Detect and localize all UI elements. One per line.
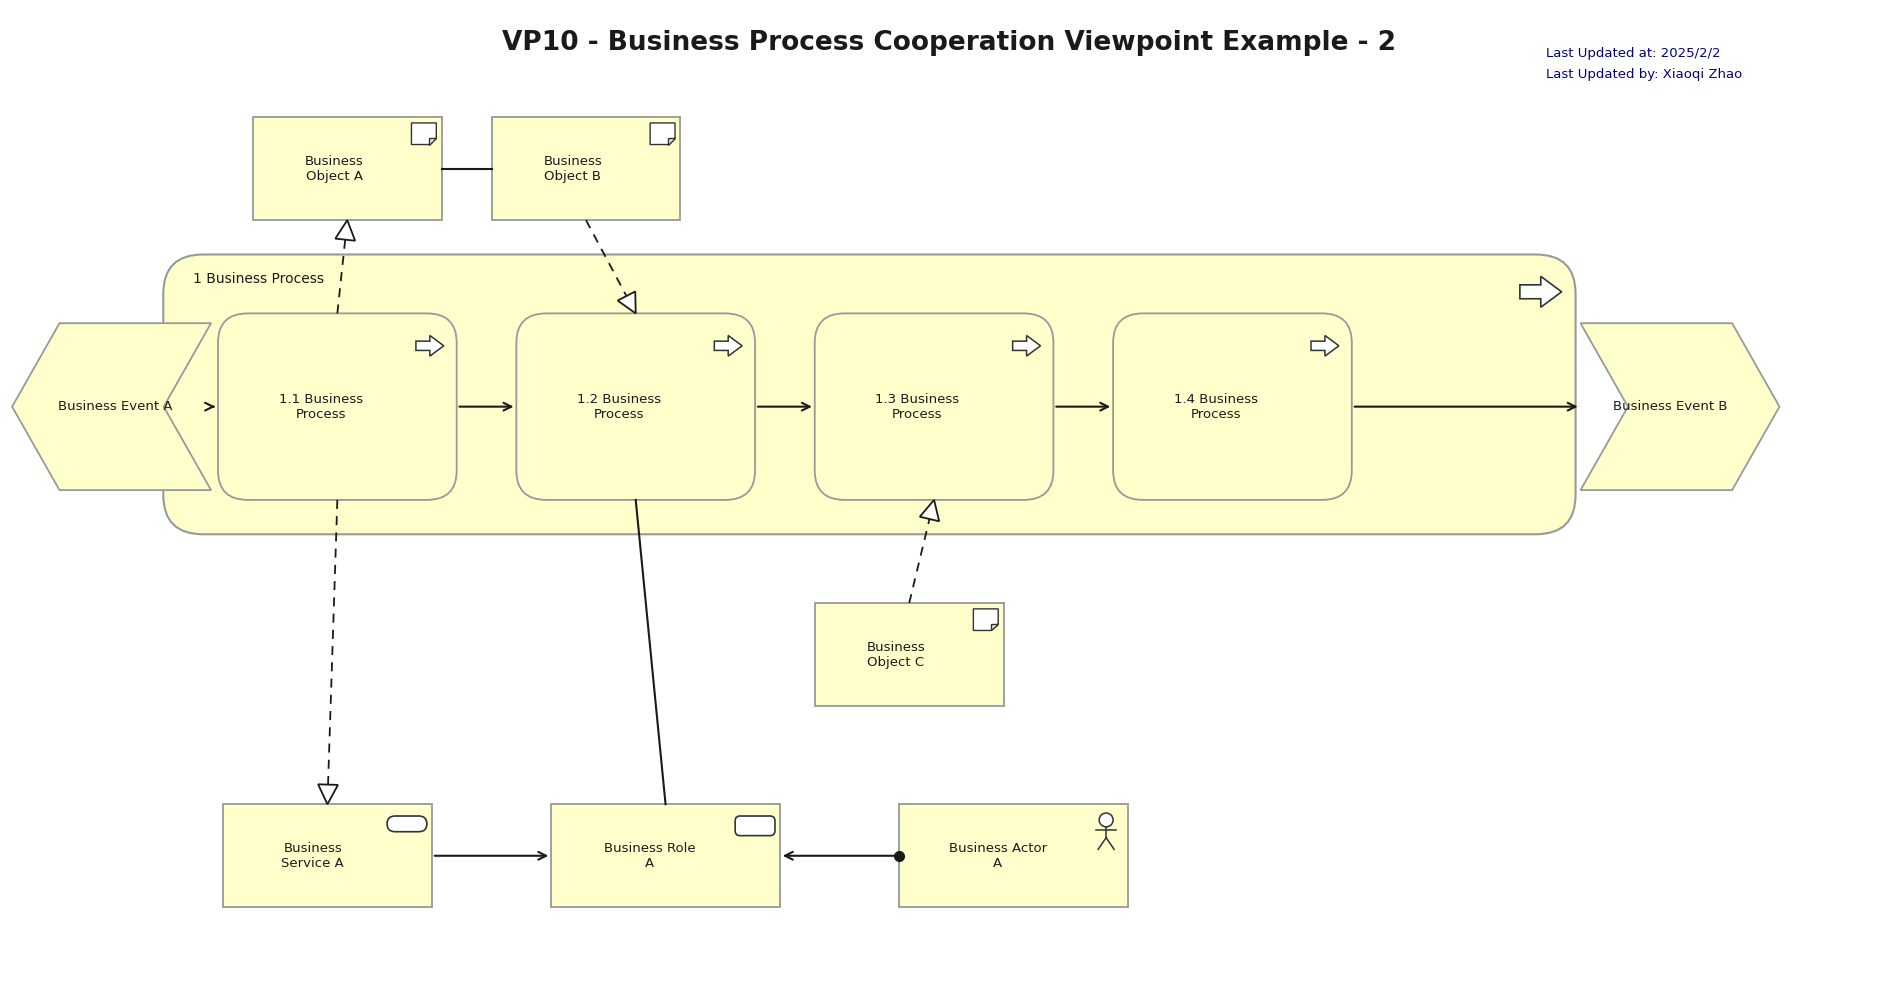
Text: Business
Object B: Business Object B: [543, 154, 602, 182]
Polygon shape: [1014, 336, 1040, 356]
Polygon shape: [668, 138, 676, 145]
Bar: [492, 117, 681, 220]
Polygon shape: [412, 123, 437, 145]
Text: Business Event A: Business Event A: [59, 400, 173, 413]
Bar: [900, 804, 1127, 907]
Polygon shape: [319, 784, 338, 804]
Text: 1.1 Business
Process: 1.1 Business Process: [279, 393, 363, 421]
FancyBboxPatch shape: [1112, 314, 1351, 500]
FancyBboxPatch shape: [218, 314, 457, 500]
Polygon shape: [11, 323, 211, 490]
Polygon shape: [651, 123, 676, 145]
Text: Business
Object C: Business Object C: [867, 641, 926, 668]
Text: 1 Business Process: 1 Business Process: [194, 272, 325, 286]
Polygon shape: [1581, 323, 1780, 490]
FancyBboxPatch shape: [387, 816, 427, 832]
Text: Business
Service A: Business Service A: [281, 842, 344, 870]
Text: Business Role
A: Business Role A: [604, 842, 695, 870]
Circle shape: [1099, 813, 1112, 827]
Polygon shape: [416, 336, 444, 356]
Text: Last Updated by: Xiaoqi Zhao: Last Updated by: Xiaoqi Zhao: [1545, 68, 1742, 81]
FancyBboxPatch shape: [814, 314, 1053, 500]
Polygon shape: [1312, 336, 1338, 356]
Polygon shape: [714, 336, 742, 356]
Bar: [222, 804, 433, 907]
Text: Business Actor
A: Business Actor A: [949, 842, 1046, 870]
Polygon shape: [336, 220, 355, 241]
Polygon shape: [991, 624, 998, 631]
Polygon shape: [429, 138, 437, 145]
FancyBboxPatch shape: [516, 314, 755, 500]
Text: VP10 - Business Process Cooperation Viewpoint Example - 2: VP10 - Business Process Cooperation View…: [501, 31, 1397, 56]
Polygon shape: [921, 500, 940, 522]
Text: Business Event B: Business Event B: [1613, 400, 1727, 413]
Bar: [550, 804, 780, 907]
Text: Last Updated at: 2025/2/2: Last Updated at: 2025/2/2: [1545, 47, 1720, 59]
Text: Business
Object A: Business Object A: [306, 154, 363, 182]
Polygon shape: [617, 291, 636, 314]
Text: 1.2 Business
Process: 1.2 Business Process: [577, 393, 661, 421]
Text: 1.3 Business
Process: 1.3 Business Process: [875, 393, 958, 421]
Text: 1.4 Business
Process: 1.4 Business Process: [1173, 393, 1258, 421]
FancyBboxPatch shape: [163, 254, 1575, 535]
Bar: [252, 117, 442, 220]
Polygon shape: [974, 609, 998, 631]
Bar: [814, 603, 1004, 706]
FancyBboxPatch shape: [735, 816, 774, 836]
Polygon shape: [1520, 276, 1562, 307]
